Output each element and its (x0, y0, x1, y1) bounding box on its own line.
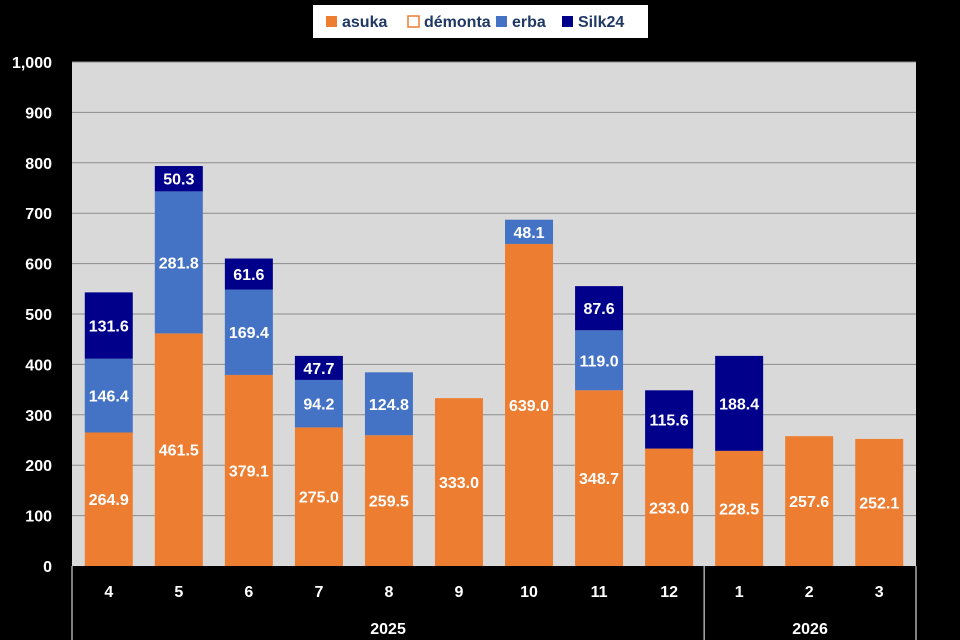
y-tick-label: 800 (25, 156, 52, 173)
data-label: 115.6 (650, 412, 689, 429)
legend: asuka démonta erba Silk24 (313, 5, 648, 38)
y-tick-label: 0 (43, 559, 52, 576)
data-label: 264.9 (89, 492, 129, 509)
x-tick-label: 2 (805, 584, 814, 601)
data-label: 146.4 (89, 389, 129, 406)
bar-segment-asuka (645, 448, 694, 566)
data-label: 233.0 (649, 500, 689, 517)
y-tick-label: 100 (25, 509, 52, 526)
bar-segment-erba (154, 191, 203, 334)
bar-segment-asuka (715, 450, 764, 566)
x-group-label: 2026 (792, 621, 828, 638)
x-tick-label: 10 (520, 584, 538, 601)
legend-label: Silk24 (578, 14, 624, 31)
data-label: 87.6 (583, 301, 614, 318)
bar-segment-asuka (505, 243, 554, 566)
bars: 264.9 146.4 131.6 461.5 281.8 50.3 379.1 169.4 6… (84, 166, 904, 566)
data-label: 188.4 (719, 396, 759, 413)
data-label: 50.3 (163, 172, 194, 189)
data-label: 461.5 (159, 443, 199, 460)
data-label: 61.6 (233, 267, 264, 284)
bar-segment-silk24 (224, 258, 273, 290)
data-label: 639.0 (509, 398, 549, 415)
legend-label: erba (512, 14, 546, 31)
legend-label: démonta (424, 14, 491, 31)
data-label: 131.6 (89, 319, 129, 336)
data-label: 275.0 (299, 490, 339, 507)
data-label: 257.6 (789, 494, 829, 511)
x-group-label: 2025 (370, 621, 406, 638)
bar-segment-erba (84, 358, 133, 433)
data-label: 169.4 (229, 325, 269, 342)
bar-segment-asuka (855, 438, 904, 566)
data-label: 228.5 (719, 501, 759, 518)
data-label: 281.8 (159, 255, 199, 272)
bar-segment-erba (294, 379, 343, 428)
legend-box (313, 5, 648, 38)
data-label: 124.8 (369, 397, 409, 414)
data-label: 333.0 (439, 475, 479, 492)
bar-segment-silk24 (294, 355, 343, 380)
y-tick-label: 400 (25, 357, 52, 374)
y-tick-label: 200 (25, 458, 52, 475)
data-label: 119.0 (579, 353, 618, 370)
data-label: 252.1 (859, 495, 899, 512)
bar-segment-asuka (575, 390, 624, 566)
data-label: 379.1 (229, 463, 269, 480)
data-label: 94.2 (303, 397, 334, 414)
x-tick-label: 12 (660, 584, 678, 601)
bar-segment-silk24 (84, 292, 133, 359)
x-tick-label: 5 (174, 584, 183, 601)
legend-swatch (407, 15, 420, 28)
bar-segment-asuka (154, 333, 203, 566)
bar-segment-silk24 (645, 390, 694, 449)
y-tick-label: 900 (25, 105, 52, 122)
data-label: 47.7 (303, 361, 334, 378)
x-tick-label: 6 (244, 584, 253, 601)
y-axis: 0 100 200 300 400 500 600 700 800 900 1,000 (12, 55, 52, 576)
x-tick-label: 4 (104, 584, 113, 601)
x-tick-label: 8 (384, 584, 393, 601)
gridlines (72, 61, 916, 517)
data-label: 259.5 (369, 494, 409, 511)
bar-segment-asuka (785, 436, 834, 566)
legend-swatch (496, 16, 507, 27)
x-tick-label: 11 (591, 584, 608, 601)
y-tick-label: 500 (25, 307, 52, 324)
data-label: 348.7 (579, 471, 619, 488)
bar-segment-asuka (294, 427, 343, 566)
legend-swatch (326, 16, 337, 27)
data-label: 48.1 (513, 225, 544, 242)
y-tick-label: 600 (25, 257, 52, 274)
x-tick-label: 3 (875, 584, 884, 601)
bar-segment-asuka (364, 435, 413, 566)
legend-swatch (562, 16, 573, 27)
x-tick-label: 7 (314, 584, 323, 601)
bar-segment-asuka (434, 398, 483, 566)
bar-segment-erba (364, 372, 413, 436)
bar-segment-silk24 (154, 166, 203, 192)
y-tick-label: 300 (25, 408, 52, 425)
bar-segment-silk24 (575, 286, 624, 331)
bar-segment-erba (505, 219, 554, 244)
bar-segment-silk24 (715, 355, 764, 451)
legend-label: asuka (342, 14, 387, 31)
x-tick-label: 9 (455, 584, 464, 601)
y-tick-label: 700 (25, 206, 52, 223)
bar-segment-asuka (84, 432, 133, 566)
bar-segment-asuka (224, 374, 273, 566)
x-tick-label: 1 (735, 584, 744, 601)
y-tick-label: 1,000 (12, 55, 52, 72)
bar-segment-erba (575, 330, 624, 391)
bar-segment-erba (224, 289, 273, 375)
